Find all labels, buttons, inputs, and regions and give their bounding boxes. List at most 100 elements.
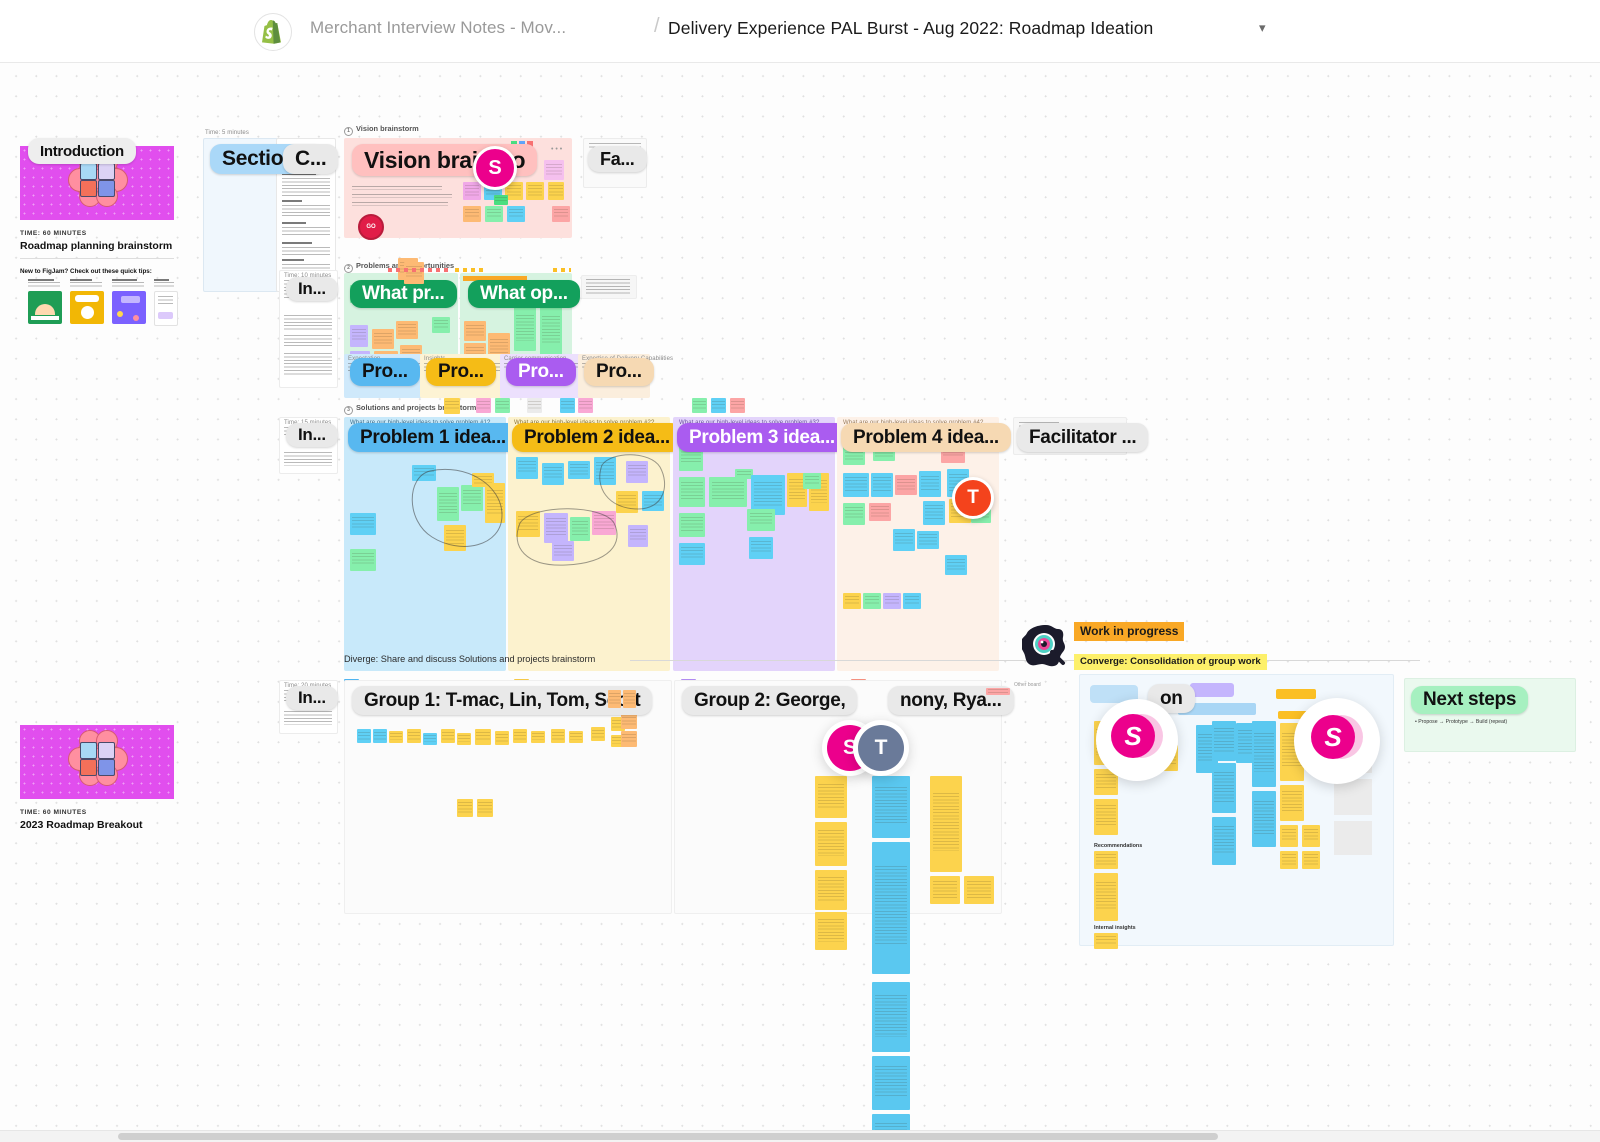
page-title[interactable]: Delivery Experience PAL Burst - Aug 2022… [668, 18, 1154, 38]
sticky-note[interactable] [872, 1056, 910, 1110]
sticky-note[interactable] [628, 525, 648, 547]
sticky-note[interactable] [1280, 785, 1304, 821]
chevron-down-icon[interactable]: ▾ [1259, 20, 1266, 35]
sticky-note[interactable] [1094, 851, 1118, 869]
cursor-bubble-right[interactable]: S [1294, 698, 1380, 784]
sticky-note[interactable] [1280, 851, 1298, 869]
sticky-note[interactable] [544, 513, 568, 543]
intro-card[interactable]: TIME: 60 MINUTES Roadmap planning brains… [20, 138, 180, 416]
sticky-note[interactable] [1252, 721, 1276, 787]
chip-introduction[interactable]: Introduction [28, 138, 136, 164]
problems-side-notes[interactable] [581, 275, 637, 299]
sticky-note[interactable] [711, 398, 726, 413]
horizontal-scrollbar[interactable] [0, 1130, 1600, 1142]
tip-thumb-3[interactable] [112, 291, 146, 324]
chip-problem-1[interactable]: Pro... [350, 358, 420, 386]
sticky-note[interactable] [1280, 825, 1298, 847]
tip-thumb-1[interactable] [28, 291, 62, 324]
sticky-note[interactable] [815, 776, 847, 818]
sticky-note[interactable] [516, 457, 538, 479]
chip-instructions-1[interactable]: In... [286, 277, 338, 301]
sticky-note[interactable] [457, 733, 471, 745]
chip-problem-3[interactable]: Pro... [506, 358, 576, 386]
sticky-note[interactable] [461, 485, 483, 511]
sticky-note[interactable] [872, 776, 910, 838]
sticky-note[interactable] [815, 870, 847, 910]
sticky-note[interactable] [507, 206, 525, 222]
chip-instructions-2[interactable]: In... [286, 423, 338, 447]
sticky-note[interactable] [526, 182, 544, 200]
sticky-note[interactable] [608, 690, 621, 708]
sticky-note[interactable] [815, 912, 847, 950]
problem-2-ideation-board[interactable]: What are our high-level ideas to solve p… [508, 417, 670, 671]
chip-what-opportunities[interactable]: What op... [468, 280, 580, 308]
color-swatch-row[interactable] [455, 268, 485, 272]
sticky-note[interactable] [919, 471, 941, 497]
chip-problem-2[interactable]: Pro... [426, 358, 496, 386]
board-canvas[interactable]: TIME: 60 MINUTES Roadmap planning brains… [0, 62, 1600, 1142]
sticky-note[interactable] [560, 398, 575, 413]
sticky-note[interactable] [1302, 851, 1320, 869]
sticky-note[interactable] [869, 503, 891, 521]
sticky-note[interactable] [679, 513, 705, 537]
sticky-note[interactable] [527, 398, 542, 413]
sticky-note[interactable] [396, 321, 418, 339]
tip-thumb-4[interactable] [154, 291, 178, 326]
color-swatch-row[interactable] [388, 268, 448, 272]
sticky-note[interactable] [1094, 933, 1118, 949]
sticky-note[interactable] [843, 473, 869, 497]
chip-group-2[interactable]: Group 2: George, [682, 686, 858, 715]
problem-3-ideation-board[interactable]: What are our high-level ideas to solve p… [673, 417, 835, 671]
sticky-note[interactable] [1212, 721, 1236, 761]
sticky-note[interactable] [578, 398, 593, 413]
chip-problem-4[interactable]: Pro... [584, 358, 654, 386]
sticky-note[interactable] [749, 537, 773, 559]
sticky-note[interactable] [477, 799, 493, 817]
chip-problem-2-ideation[interactable]: Problem 2 idea... [512, 423, 682, 452]
chip-instructions-3[interactable]: In... [286, 686, 338, 710]
sticky-note[interactable] [463, 206, 481, 222]
chip-facilitator-notes-top[interactable]: Fa... [588, 146, 647, 172]
sticky-note[interactable] [505, 182, 523, 200]
sticky-note[interactable] [1094, 873, 1118, 921]
sticky-note[interactable] [552, 541, 574, 561]
shopify-logo-icon[interactable] [254, 13, 292, 51]
chip-problem-3-ideation[interactable]: Problem 3 idea... [677, 423, 847, 452]
note-gray[interactable] [1334, 779, 1372, 815]
sticky-note[interactable] [1212, 817, 1236, 865]
sticky-note[interactable] [551, 729, 565, 743]
sticky-note[interactable] [350, 325, 368, 347]
sticky-note[interactable] [872, 842, 910, 974]
sticky-note[interactable] [1302, 825, 1320, 847]
sticky-note[interactable] [542, 463, 564, 485]
sticky-note[interactable] [350, 549, 376, 571]
board-chip-orange[interactable] [1278, 711, 1310, 719]
sticky-note[interactable] [1252, 791, 1276, 847]
sticky-note[interactable] [531, 731, 545, 743]
sticky-note[interactable] [923, 501, 945, 525]
chip-problem-1-ideation[interactable]: Problem 1 idea... [348, 423, 518, 452]
sticky-note[interactable] [883, 593, 901, 609]
avatar-t-problem4[interactable]: T [952, 477, 994, 519]
sticky-note[interactable] [893, 529, 915, 551]
chip-facilitator-notes[interactable]: Facilitator ... [1017, 423, 1149, 452]
sticky-note[interactable] [863, 593, 881, 609]
sticky-note[interactable] [485, 483, 505, 523]
sticky-note[interactable] [903, 593, 921, 609]
sticky-note[interactable] [372, 329, 394, 349]
sticky-note[interactable] [679, 543, 705, 565]
scrollbar-thumb[interactable] [118, 1133, 1218, 1140]
sticky-note[interactable] [569, 731, 583, 743]
sticky-note[interactable] [568, 461, 590, 479]
sticky-note[interactable] [843, 593, 861, 609]
sticky-note[interactable] [544, 160, 564, 180]
avatar-t-group2[interactable]: T [858, 725, 904, 771]
sticky-note[interactable] [787, 473, 807, 507]
chip-what-problems[interactable]: What pr... [350, 280, 457, 308]
sticky-note[interactable] [591, 727, 605, 741]
sticky-note[interactable] [843, 503, 865, 525]
sticky-note[interactable] [514, 307, 536, 351]
sticky-note[interactable] [485, 206, 503, 222]
note-gray[interactable] [1334, 821, 1372, 855]
sticky-note[interactable] [621, 731, 637, 747]
